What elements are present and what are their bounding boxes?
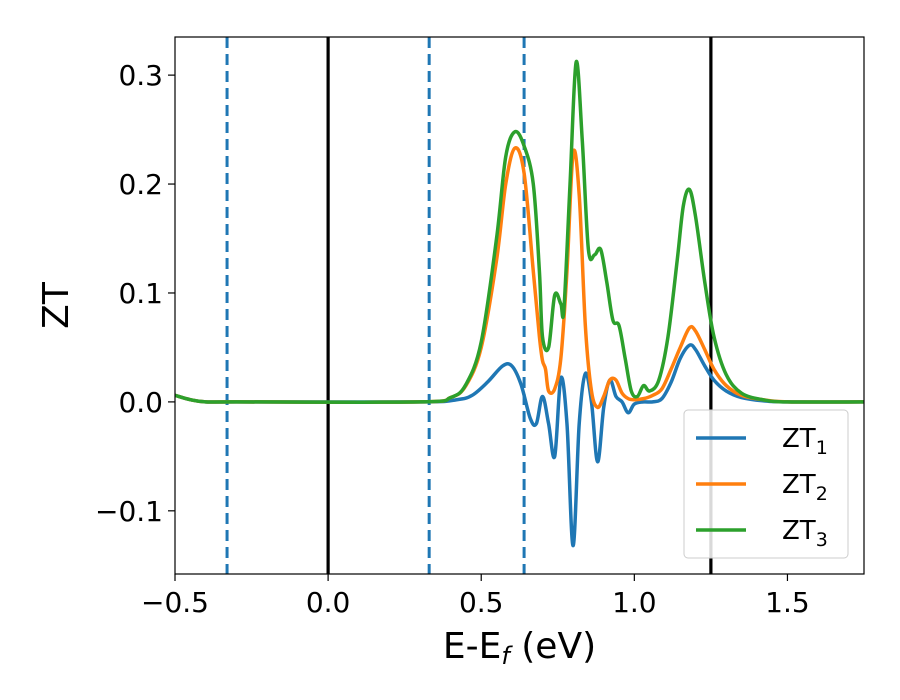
y-tick-label: 0.2 (118, 168, 163, 201)
x-axis-label-main: E-E (443, 626, 501, 667)
legend-box (683, 409, 849, 559)
y-axis-ticks: −0.1 0.0 0.1 0.2 0.3 (95, 59, 175, 528)
x-tick-label: 0.0 (306, 586, 351, 619)
legend: ZT1 ZT2 ZT3 (683, 409, 849, 559)
vertical-reference-lines (225, 37, 713, 574)
series-lines (175, 59, 864, 548)
x-tick-label: 0.5 (459, 586, 504, 619)
legend-label-zt2: ZT2 (782, 470, 828, 505)
y-tick-label: 0.1 (118, 277, 163, 310)
legend-label-zt3: ZT3 (782, 516, 828, 551)
x-axis-label-unit: (eV) (510, 626, 596, 667)
y-tick-label: −0.1 (95, 495, 163, 528)
legend-label-zt1: ZT1 (782, 424, 828, 459)
x-axis-ticks: −0.5 0.0 0.5 1.0 1.5 (141, 574, 810, 619)
y-axis-label: ZT (36, 281, 77, 329)
x-axis-label: E-Ef (eV) (443, 626, 596, 670)
series-line-zt3 (175, 59, 864, 404)
plot-frame (174, 36, 865, 575)
y-tick-label: 0.3 (118, 59, 163, 92)
x-tick-label: 1.5 (765, 586, 810, 619)
x-tick-label: −0.5 (141, 586, 209, 619)
y-tick-label: 0.0 (118, 386, 163, 419)
x-tick-label: 1.0 (612, 586, 657, 619)
series-line-zt1 (175, 343, 864, 548)
series-line-zt2 (175, 146, 864, 410)
